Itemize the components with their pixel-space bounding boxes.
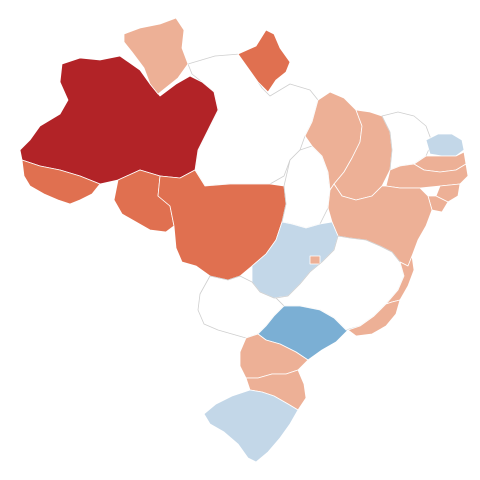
state-rio-grande-do-sul[interactable] (203, 389, 299, 463)
state-alagoas[interactable] (435, 183, 461, 203)
state-roraima[interactable] (123, 17, 189, 95)
state-acre[interactable] (21, 159, 101, 205)
state-rio-grande-do-norte[interactable] (425, 133, 465, 157)
state-amazonas[interactable] (19, 55, 219, 185)
state-distrito-federal[interactable] (309, 255, 321, 265)
state-sao-paulo[interactable] (257, 305, 349, 361)
state-rio-de-janeiro[interactable] (347, 299, 401, 337)
state-amapa[interactable] (237, 29, 291, 93)
